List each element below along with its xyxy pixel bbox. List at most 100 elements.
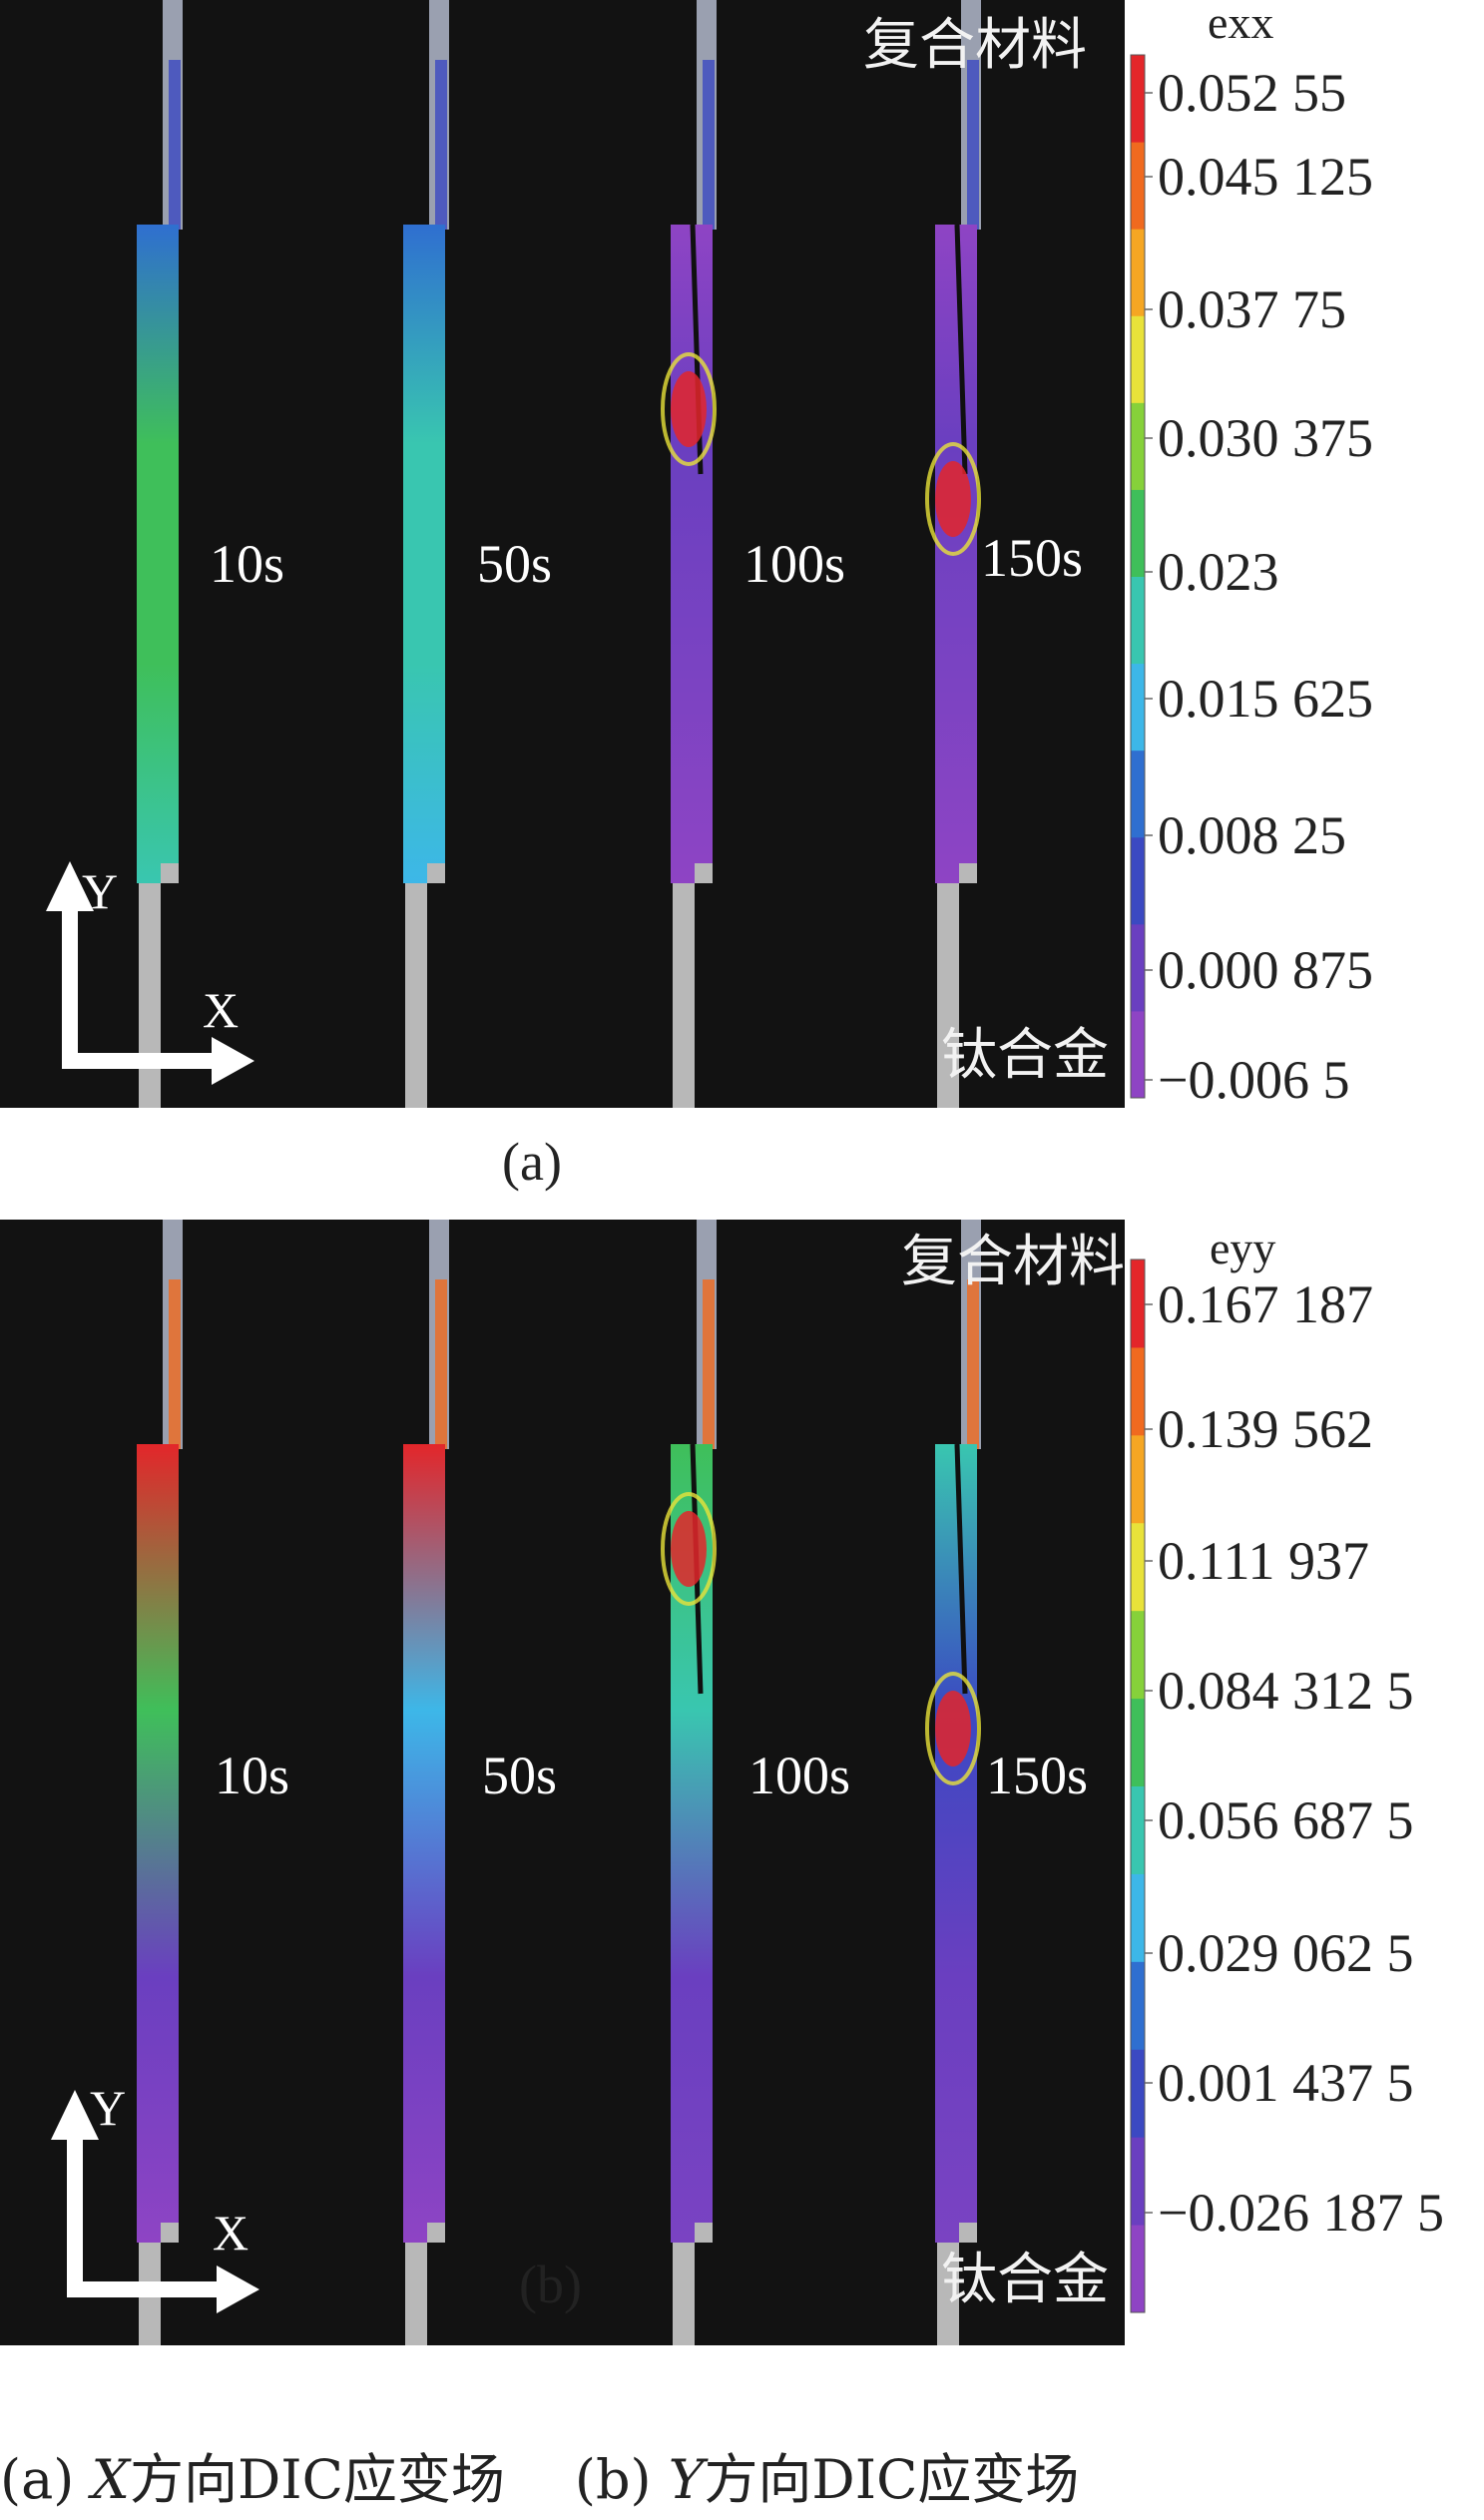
time-label-10s: 10s [210,534,285,594]
specimen-strips-b [51,1220,981,2345]
colorbar-segment [1131,836,1145,925]
figure-caption: (a) X方向DIC应变场 (b) Y方向DIC应变场 [0,2453,1079,2507]
specimen-body [671,225,713,883]
colorbar-segment [1131,750,1145,838]
axis-x-arrow-shaft [62,1053,212,1069]
panel-tag-a: (a) [502,1132,562,1192]
colorbar-segment [1131,1785,1145,1874]
colorbar-segment [1131,55,1145,143]
titanium-step [695,863,713,883]
colorbar-tick-label: −0.026 187 5 [1158,2183,1444,2243]
panel-a: 复合材料 钛合金 10s 50s 100s 150s Y X exx 0.052… [0,0,1484,1189]
panel-tag-b: (b) [519,2255,582,2314]
colorbar-tick-label: 0.001 437 5 [1158,2053,1414,2113]
strain-hotspot-ring [925,442,981,556]
time-label-50s: 50s [477,534,553,594]
colorbar-a [1130,54,1153,1099]
axis-y-arrow-head [51,2090,99,2140]
strain-hotspot-ring [661,352,717,466]
strain-hotspot [935,1691,971,1766]
caption-a-prefix: (a) [0,2448,92,2511]
upper-strain-band [169,60,181,230]
time-label-100s: 100s [743,534,846,594]
titanium-label: 钛合金 [941,2248,1109,2312]
colorbar-tick-label: 0.167 187 [1158,1274,1373,1334]
upper-strain-band [435,1279,447,1449]
caption-a-text: 方向DIC应变场 [129,2448,505,2511]
colorbar-tick-label: 0.037 75 [1158,279,1346,339]
titanium-strip [405,2243,427,2345]
titanium-strip [673,883,695,1108]
strain-hotspot-ring [661,1492,717,1606]
colorbar-segment [1131,1010,1145,1099]
caption-a-axis: X [91,2448,130,2511]
colorbar-b [1130,1259,1153,2313]
colorbar-tick-label: −0.006 5 [1158,1050,1350,1110]
titanium-step [695,2223,713,2243]
colorbar-tick-label: 0.056 687 5 [1158,1790,1414,1850]
axis-y-label: Y [82,863,119,919]
titanium-strip [405,883,427,1108]
titanium-step [161,863,179,883]
axis-x-arrow-shaft [67,2281,217,2297]
colorbar-tick-label: 0.052 55 [1158,63,1346,123]
time-label-100s: 100s [748,1746,851,1805]
colorbar-tick-label: 0.111 937 [1158,1531,1369,1591]
axis-x-label: X [203,982,240,1038]
axis-x-arrow-head [217,2266,259,2313]
colorbar-segment [1131,315,1145,403]
titanium-strip [937,883,959,1108]
colorbar-segment [1131,576,1145,665]
caption-b-text: 方向DIC应变场 [704,2448,1080,2511]
axis-y-arrow-head [46,861,94,911]
colorbar-segment [1131,1610,1145,1700]
colorbar-segment [1131,1961,1145,2050]
colorbar-segment [1131,2137,1145,2226]
strain-hotspot [671,371,707,447]
crack-line [954,1443,968,1695]
strain-hotspot [671,1511,707,1587]
upper-strain-band [967,1279,979,1449]
upper-strain-band [435,60,447,230]
specimen-body [137,1444,179,2243]
time-label-10s: 10s [215,1746,290,1805]
colorbar-tick-label: 0.084 312 5 [1158,1661,1414,1721]
specimen-strips-a [46,0,981,1108]
titanium-step [959,863,977,883]
titanium-step [427,863,445,883]
specimen-body [403,1444,445,2243]
colorbar-tick-label: 0.015 625 [1158,669,1373,729]
colorbar-segment [1131,1434,1145,1524]
axis-y-arrow-shaft [67,2140,83,2297]
composite-label: 复合材料 [901,1230,1125,1294]
colorbar-tick-label: 0.030 375 [1158,408,1373,468]
composite-label: 复合材料 [863,13,1087,78]
caption-b-prefix: (b) [574,2448,669,2511]
time-label-150s: 150s [986,1746,1089,1805]
titanium-step [427,2223,445,2243]
colorbar-tick-label: 0.029 062 5 [1158,1923,1414,1983]
upper-strain-band [703,60,715,230]
titanium-strip [673,2243,695,2345]
colorbar-segment [1131,489,1145,577]
upper-strain-band [169,1279,181,1449]
colorbar-segment [1131,1698,1145,1786]
colorbar-tick-label: 0.139 562 [1158,1399,1373,1459]
colorbar-tick-label: 0.000 875 [1158,940,1373,1000]
axis-x-label: X [213,2205,249,2261]
colorbar-title: exx [1208,0,1274,48]
titanium-step [161,2223,179,2243]
upper-strain-band [967,60,979,230]
axis-x-arrow-head [212,1037,254,1085]
colorbar-segment [1131,229,1145,316]
time-label-50s: 50s [482,1746,558,1805]
caption-b-axis: Y [668,2448,705,2511]
axis-y-label: Y [90,2080,127,2136]
colorbar-segment [1131,1346,1145,1436]
colorbar-tick-label: 0.023 [1158,542,1279,602]
colorbar-border [1130,54,1146,1099]
colorbar-segment [1131,1522,1145,1612]
titanium-strip [139,883,161,1108]
colorbar-segment [1131,2049,1145,2138]
colorbar-tick-label: 0.045 125 [1158,147,1373,207]
